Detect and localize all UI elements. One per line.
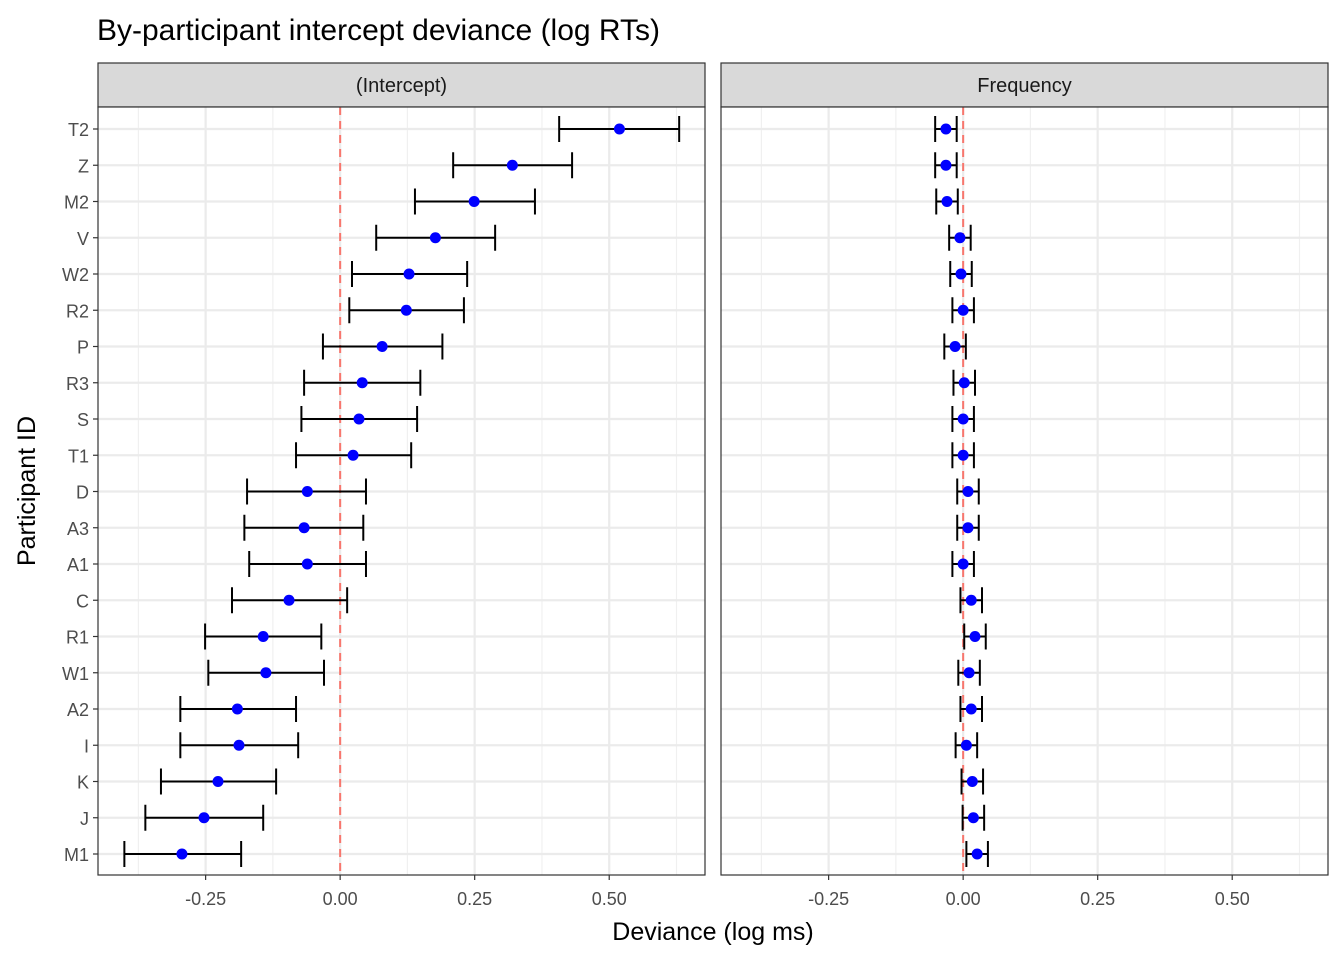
panel-1: Frequency -0.25 0.00 0.25 0.50 — [720, 62, 1329, 909]
point-I — [960, 739, 972, 751]
y-tick-label: A3 — [67, 519, 89, 539]
y-tick-label: A1 — [67, 555, 89, 575]
y-tick-label: I — [84, 736, 89, 756]
x-tick-label: 0.00 — [946, 889, 981, 909]
point-M2 — [468, 196, 480, 207]
point-R1 — [969, 631, 981, 642]
point-K — [212, 776, 224, 787]
point-Z — [940, 159, 952, 171]
point-I — [233, 739, 245, 751]
point-A2 — [231, 703, 243, 715]
point-W2 — [955, 268, 967, 280]
x-tick-label: 0.25 — [457, 889, 492, 909]
x-axis-label: Deviance (log ms) — [612, 918, 813, 946]
y-tick-label: R2 — [66, 301, 89, 321]
y-tick-label: C — [76, 591, 89, 611]
y-tick-label: T1 — [68, 446, 89, 466]
y-tick-label: R3 — [66, 374, 89, 394]
y-tick-label: M2 — [64, 193, 89, 213]
point-A1 — [957, 558, 969, 570]
y-tick-label: W1 — [62, 664, 89, 684]
x-tick-label: 0.50 — [1215, 889, 1250, 909]
panel-0: (Intercept)-0.25 0.00 0.25 0.50T2ZM2VW2R2PR… — [62, 62, 706, 909]
point-P — [949, 341, 961, 352]
x-tick-label: -0.25 — [185, 889, 226, 909]
y-tick-label: D — [76, 483, 89, 503]
point-C — [283, 594, 295, 606]
point-Z — [506, 159, 518, 171]
y-tick-label: W2 — [62, 265, 89, 285]
point-D — [301, 486, 313, 497]
point-W2 — [403, 268, 415, 280]
point-R3 — [958, 377, 970, 389]
y-tick-label: Z — [78, 156, 89, 176]
point-A1 — [301, 558, 313, 570]
x-tick-label: 0.00 — [323, 889, 358, 909]
x-tick-label: -0.25 — [808, 889, 849, 909]
point-A3 — [298, 522, 310, 534]
y-tick-label: S — [77, 410, 89, 430]
point-T1 — [347, 449, 359, 461]
y-tick-label: A2 — [67, 700, 89, 720]
panel-border — [720, 106, 1329, 876]
point-P — [376, 341, 388, 352]
point-D — [962, 486, 974, 497]
point-V — [429, 232, 441, 244]
y-tick-label: J — [80, 809, 89, 829]
point-J — [198, 812, 210, 824]
y-tick-label: P — [77, 338, 89, 358]
point-R2 — [400, 304, 412, 316]
y-axis-label: Participant ID — [13, 416, 41, 566]
point-M2 — [941, 196, 953, 207]
y-tick-label: T2 — [68, 120, 89, 140]
point-W1 — [963, 667, 975, 679]
point-T2 — [613, 123, 625, 135]
y-tick-label: M1 — [64, 845, 89, 865]
point-C — [965, 594, 977, 606]
point-M1 — [971, 848, 983, 860]
y-tick-label: K — [77, 773, 89, 793]
point-K — [966, 776, 978, 787]
panel-strip-label: Frequency — [977, 75, 1072, 97]
point-R1 — [257, 631, 269, 642]
panel-strip-label: (Intercept) — [356, 75, 447, 97]
x-tick-label: 0.25 — [1080, 889, 1115, 909]
point-A2 — [965, 703, 977, 715]
point-R2 — [957, 304, 969, 316]
point-T1 — [957, 449, 969, 461]
y-tick-label: R1 — [66, 628, 89, 648]
point-W1 — [260, 667, 272, 679]
point-M1 — [176, 848, 188, 860]
point-S — [957, 413, 969, 425]
point-T2 — [940, 123, 952, 135]
x-tick-label: 0.50 — [592, 889, 627, 909]
point-S — [353, 413, 365, 425]
point-V — [954, 232, 966, 244]
point-A3 — [962, 522, 974, 534]
chart-title: By-participant intercept deviance (log R… — [97, 14, 660, 47]
point-R3 — [356, 377, 368, 389]
point-J — [967, 812, 979, 824]
y-tick-label: V — [77, 229, 89, 249]
panel-strip — [97, 62, 706, 108]
